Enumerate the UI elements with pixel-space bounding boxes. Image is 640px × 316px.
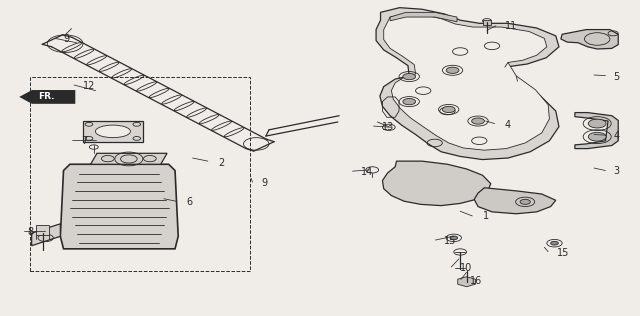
Text: FR.: FR.: [38, 92, 55, 101]
Polygon shape: [83, 121, 143, 142]
Bar: [36, 225, 49, 235]
Text: 8: 8: [27, 227, 33, 237]
Text: 9: 9: [64, 34, 70, 44]
Circle shape: [403, 99, 415, 105]
Text: 14: 14: [362, 167, 374, 177]
Circle shape: [472, 118, 484, 124]
Circle shape: [550, 241, 558, 245]
Text: 6: 6: [186, 197, 192, 207]
Circle shape: [588, 132, 606, 141]
Text: 2: 2: [218, 158, 224, 168]
Text: 12: 12: [83, 81, 95, 91]
Circle shape: [442, 106, 455, 112]
Text: 9: 9: [261, 178, 268, 188]
Polygon shape: [31, 224, 60, 246]
Bar: [30, 76, 250, 271]
Ellipse shape: [95, 125, 131, 138]
Circle shape: [588, 119, 606, 128]
Polygon shape: [376, 8, 559, 160]
Text: 15: 15: [557, 248, 570, 258]
Circle shape: [403, 73, 415, 80]
Circle shape: [450, 236, 458, 240]
Text: 7: 7: [81, 136, 87, 146]
Text: 13: 13: [383, 122, 395, 132]
Polygon shape: [390, 12, 457, 22]
Polygon shape: [383, 161, 491, 206]
Polygon shape: [575, 112, 618, 149]
Circle shape: [520, 199, 531, 204]
Polygon shape: [19, 90, 76, 104]
Text: 3: 3: [613, 166, 620, 175]
Bar: [483, 21, 491, 25]
Polygon shape: [474, 188, 556, 214]
Text: 1: 1: [483, 211, 488, 221]
Text: 15: 15: [444, 236, 456, 246]
Polygon shape: [561, 30, 618, 49]
Circle shape: [446, 67, 459, 73]
Polygon shape: [91, 153, 167, 164]
Text: 10: 10: [460, 263, 472, 273]
Text: 5: 5: [613, 71, 620, 82]
Polygon shape: [60, 164, 178, 249]
Text: 16: 16: [470, 276, 482, 286]
Text: 4: 4: [505, 120, 511, 130]
Text: 11: 11: [505, 21, 517, 32]
Polygon shape: [384, 14, 549, 150]
Text: 4: 4: [613, 131, 620, 141]
